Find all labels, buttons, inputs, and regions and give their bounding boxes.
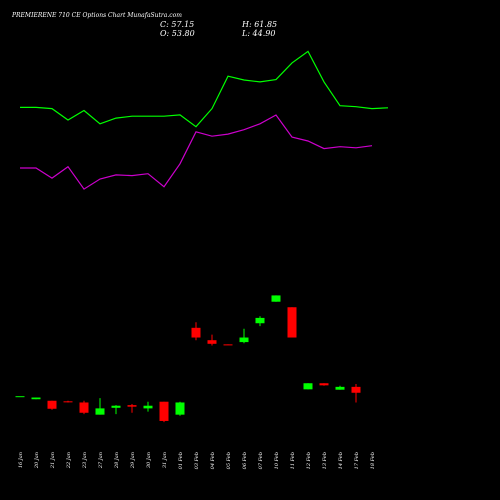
x-tick-label: 10 Feb xyxy=(274,452,280,469)
x-tick-label: 07 Feb xyxy=(258,452,264,469)
candle-body xyxy=(79,402,89,413)
candle-body xyxy=(287,307,297,338)
x-tick-label: 14 Feb xyxy=(338,452,344,469)
x-tick-label: 11 Feb xyxy=(290,452,296,469)
x-tick-label: 30 Jan xyxy=(146,452,152,468)
low-value: L: 44.90 xyxy=(242,29,276,38)
candle-body xyxy=(207,340,217,344)
x-tick-label: 01 Feb xyxy=(178,452,184,469)
x-tick-label: 12 Feb xyxy=(306,452,312,469)
candle-body xyxy=(191,327,201,338)
candle-body xyxy=(143,405,153,409)
candle-body xyxy=(303,383,313,390)
x-tick-label: 18 Feb xyxy=(370,452,376,469)
high-value: H: 61.85 xyxy=(242,20,278,29)
x-tick-label: 31 Jan xyxy=(162,452,168,468)
x-tick-label: 06 Feb xyxy=(242,452,248,469)
candle-body xyxy=(223,344,233,346)
x-tick-label: 27 Jan xyxy=(98,452,104,469)
candle-body xyxy=(159,401,169,421)
chart-title: PREMIERENE 710 CE Options Chart MunafaSu… xyxy=(12,12,182,19)
candle-body xyxy=(15,396,25,398)
x-tick-label: 16 Jan xyxy=(18,452,24,468)
candle-body xyxy=(111,405,121,408)
candle-body xyxy=(239,337,249,343)
candle-body xyxy=(271,295,281,302)
x-tick-label: 03 Feb xyxy=(194,452,200,469)
x-tick-label: 20 Jan xyxy=(34,452,40,469)
x-tick-label: 21 Jan xyxy=(50,452,56,469)
candle-body xyxy=(95,408,105,415)
x-tick-label: 05 Feb xyxy=(226,452,232,469)
upper-band-line xyxy=(20,50,389,128)
x-tick-label: 22 Jan xyxy=(66,452,72,469)
x-tick-label: 29 Jan xyxy=(130,452,136,469)
x-tick-label: 04 Feb xyxy=(210,452,216,469)
candle-body xyxy=(175,402,185,415)
candle-body xyxy=(335,386,345,390)
x-tick-label: 17 Feb xyxy=(354,452,360,469)
candle-body xyxy=(255,317,265,324)
x-tick-label: 28 Jan xyxy=(114,452,120,469)
candle-body xyxy=(127,405,137,407)
x-tick-label: 13 Feb xyxy=(322,452,328,469)
candle-body xyxy=(63,401,73,403)
candle-body xyxy=(319,383,329,386)
close-value: C: 57.15 xyxy=(160,20,195,29)
candle-body xyxy=(31,397,41,400)
lower-band-line xyxy=(20,114,373,190)
candle-body xyxy=(47,400,57,409)
candle-body xyxy=(351,386,361,393)
x-tick-label: 23 Jan xyxy=(82,452,88,469)
open-value: O: 53.80 xyxy=(160,29,195,38)
